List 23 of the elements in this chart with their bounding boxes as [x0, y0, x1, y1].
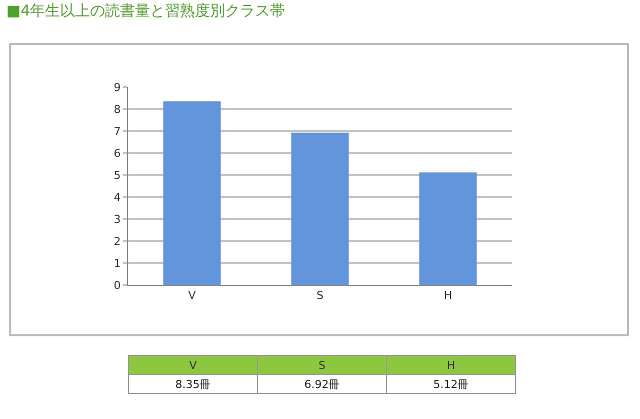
data-label: 6.92冊	[258, 374, 386, 394]
category-label: H	[446, 358, 456, 372]
bar	[163, 101, 221, 285]
data-label: 8.35冊	[128, 374, 258, 394]
y-tick-label: 4	[114, 190, 121, 204]
data-label: 5.12冊	[386, 374, 516, 394]
y-tick-label: 0	[114, 278, 121, 292]
y-tick-label: 2	[114, 234, 121, 248]
bar	[291, 132, 349, 285]
y-tick-label: 1	[114, 256, 121, 270]
bar	[419, 172, 477, 285]
y-tick-label: 8	[114, 102, 121, 116]
y-tick-label: 5	[114, 168, 121, 182]
category-label: S	[318, 358, 326, 372]
x-tick-label: S	[316, 289, 324, 302]
category-label: V	[189, 358, 197, 372]
y-tick-label: 6	[114, 146, 121, 160]
y-tick-label: 9	[114, 80, 121, 94]
x-tick-label: H	[444, 289, 452, 302]
y-tick-label: 3	[114, 212, 121, 226]
chart-title: ■4年生以上の読書量と習熟度別クラス帯	[6, 2, 286, 20]
y-tick-label: 7	[114, 124, 121, 138]
x-tick-label: V	[188, 289, 196, 302]
